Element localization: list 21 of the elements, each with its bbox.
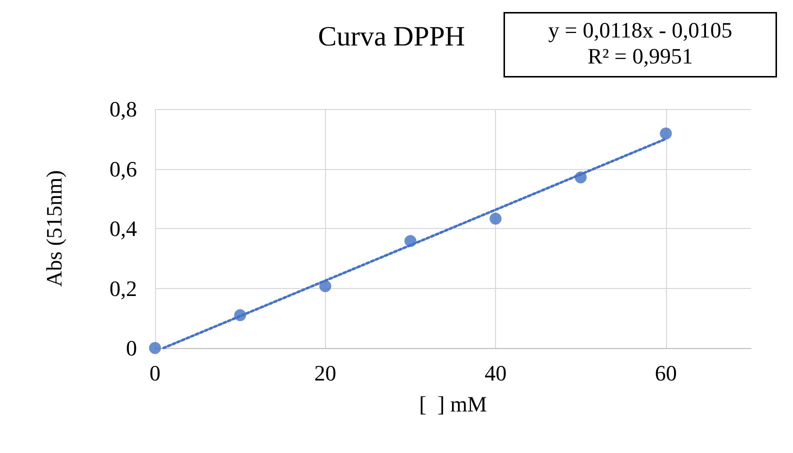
y-tick-label: 0,2 (110, 276, 137, 301)
x-tick-label: 40 (484, 360, 507, 386)
y-tick-label: 0,6 (110, 156, 137, 182)
point (404, 235, 416, 248)
chart-title: Curva DPPH (318, 22, 466, 52)
y-axis-title: Abs (515nm) (42, 170, 66, 287)
x-axis-title: [ ] mM (419, 392, 487, 416)
y-tick-label: 0 (126, 336, 137, 360)
point (660, 128, 672, 140)
x-tick-label: 60 (654, 360, 677, 386)
point (149, 342, 161, 354)
point (234, 309, 246, 322)
text: y = 0,0118x - 0,0105 (548, 17, 732, 42)
point (574, 171, 587, 184)
point (319, 280, 332, 292)
x-tick-label: 20 (314, 360, 336, 386)
text: R² = 0,9951 (588, 43, 693, 68)
y-tick-label: 0,4 (110, 216, 137, 241)
y-tick-label: 0,8 (110, 96, 137, 122)
point (490, 212, 502, 225)
x-tick-label: 0 (150, 360, 160, 386)
